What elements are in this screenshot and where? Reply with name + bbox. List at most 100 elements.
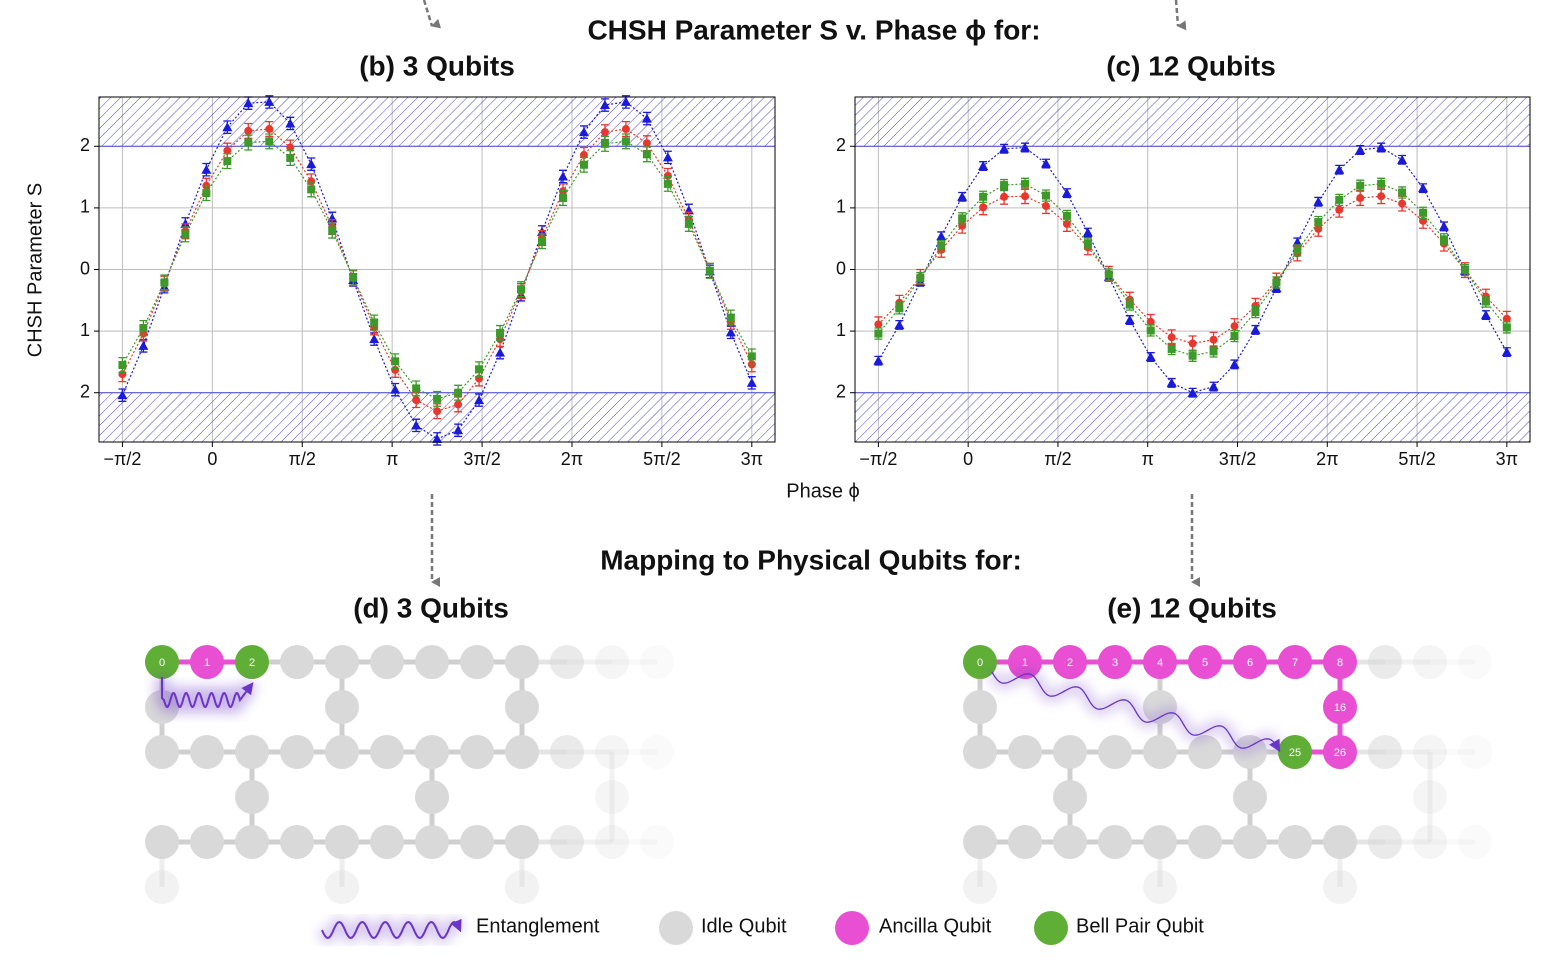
- data-point: [495, 347, 506, 357]
- data-point: [1104, 270, 1113, 279]
- qubit: [1323, 645, 1357, 679]
- data-point: [243, 98, 254, 108]
- idle-qubit: [370, 825, 404, 859]
- idle-qubit: [1188, 735, 1222, 769]
- idle-qubit: [595, 645, 629, 679]
- data-point: [1251, 308, 1260, 317]
- qubit: [1233, 645, 1267, 679]
- data-point: [641, 113, 652, 123]
- legend-swatch: [1034, 911, 1068, 945]
- data-point: [1502, 323, 1511, 332]
- data-point: [1208, 381, 1219, 391]
- chart-title: (b) 3 Qubits: [359, 50, 515, 81]
- x-tick-label: 5π/2: [1398, 449, 1435, 469]
- data-point: [747, 352, 756, 361]
- idle-qubit: [550, 645, 584, 679]
- qubit-label: 0: [977, 657, 983, 669]
- idle-qubit: [460, 645, 494, 679]
- data-point: [979, 203, 988, 212]
- idle-qubit: [325, 690, 359, 724]
- idle-qubit: [235, 825, 269, 859]
- idle-qubit: [1413, 645, 1447, 679]
- data-point: [222, 122, 233, 132]
- data-point: [937, 242, 946, 251]
- data-point: [306, 159, 317, 169]
- hatch-region: [98, 96, 776, 147]
- idle-qubit: [505, 735, 539, 769]
- data-point: [1145, 351, 1156, 361]
- data-point: [307, 185, 316, 194]
- data-point: [1166, 377, 1177, 387]
- idle-qubit: [1323, 870, 1357, 904]
- y-tick-label: 1: [836, 320, 846, 340]
- idle-qubit: [1053, 825, 1087, 859]
- x-tick-label: 2π: [561, 449, 583, 469]
- data-point: [286, 153, 295, 162]
- idle-qubit: [325, 825, 359, 859]
- data-point: [1230, 332, 1239, 341]
- qubit-label: 16: [1334, 702, 1346, 714]
- idle-qubit: [280, 645, 314, 679]
- data-point: [1502, 314, 1511, 323]
- data-point: [579, 160, 588, 169]
- chart-title: (c) 12 Qubits: [1106, 50, 1276, 81]
- series-line: [121, 128, 753, 412]
- y-tick-label: 2: [836, 381, 846, 401]
- data-point: [433, 407, 442, 416]
- idle-qubit: [145, 825, 179, 859]
- qubit-label: 4: [1157, 657, 1163, 669]
- qubit: [1278, 645, 1312, 679]
- legend-swatch: [835, 911, 869, 945]
- idle-qubit: [595, 825, 629, 859]
- idle-qubit: [1098, 825, 1132, 859]
- x-tick-label: −π/2: [859, 449, 897, 469]
- flow-arrow: [1174, 0, 1187, 31]
- data-point: [1355, 144, 1366, 154]
- diagram-title: (d) 3 Qubits: [353, 592, 509, 623]
- legend: Entanglement Idle Qubit Ancilla Qubit Bell …: [317, 911, 1204, 945]
- idle-qubit: [145, 735, 179, 769]
- data-point: [412, 396, 421, 405]
- idle-qubit: [1233, 825, 1267, 859]
- data-point: [454, 388, 463, 397]
- idle-qubit: [415, 735, 449, 769]
- y-tick-label: 1: [80, 320, 90, 340]
- data-point: [873, 355, 884, 365]
- data-point: [1125, 300, 1134, 309]
- data-point: [285, 118, 296, 128]
- data-point: [139, 324, 148, 333]
- qubit-label: 3: [1112, 657, 1118, 669]
- data-point: [936, 231, 947, 241]
- data-point: [621, 125, 630, 134]
- data-point: [412, 384, 421, 393]
- data-point: [432, 433, 443, 443]
- data-point: [874, 329, 883, 338]
- idle-qubit: [505, 870, 539, 904]
- y-tick-label: 2: [80, 135, 90, 155]
- data-point: [1398, 199, 1407, 208]
- hatch-region: [854, 96, 1531, 147]
- qubit: [1098, 645, 1132, 679]
- y-axis-label: CHSH Parameter S: [24, 183, 46, 358]
- legend-swatch: [659, 911, 693, 945]
- qubit-label: 8: [1337, 657, 1343, 669]
- idle-qubit: [415, 825, 449, 859]
- series-line: [121, 101, 753, 440]
- qubit-label: 2: [1067, 657, 1073, 669]
- legend-label: Idle Qubit: [701, 915, 787, 937]
- x-axis-label: Phase ϕ: [786, 480, 859, 502]
- data-point: [874, 320, 883, 329]
- data-point: [201, 164, 212, 174]
- data-point: [1418, 183, 1429, 193]
- data-point: [1000, 181, 1009, 190]
- series-line: [121, 140, 753, 400]
- idle-qubit: [505, 645, 539, 679]
- hatch-region: [854, 392, 1531, 443]
- data-point: [1293, 246, 1302, 255]
- data-point: [600, 139, 609, 148]
- idle-qubit: [640, 645, 674, 679]
- data-point: [1377, 179, 1386, 188]
- y-tick-label: 1: [80, 197, 90, 217]
- data-point: [454, 400, 463, 409]
